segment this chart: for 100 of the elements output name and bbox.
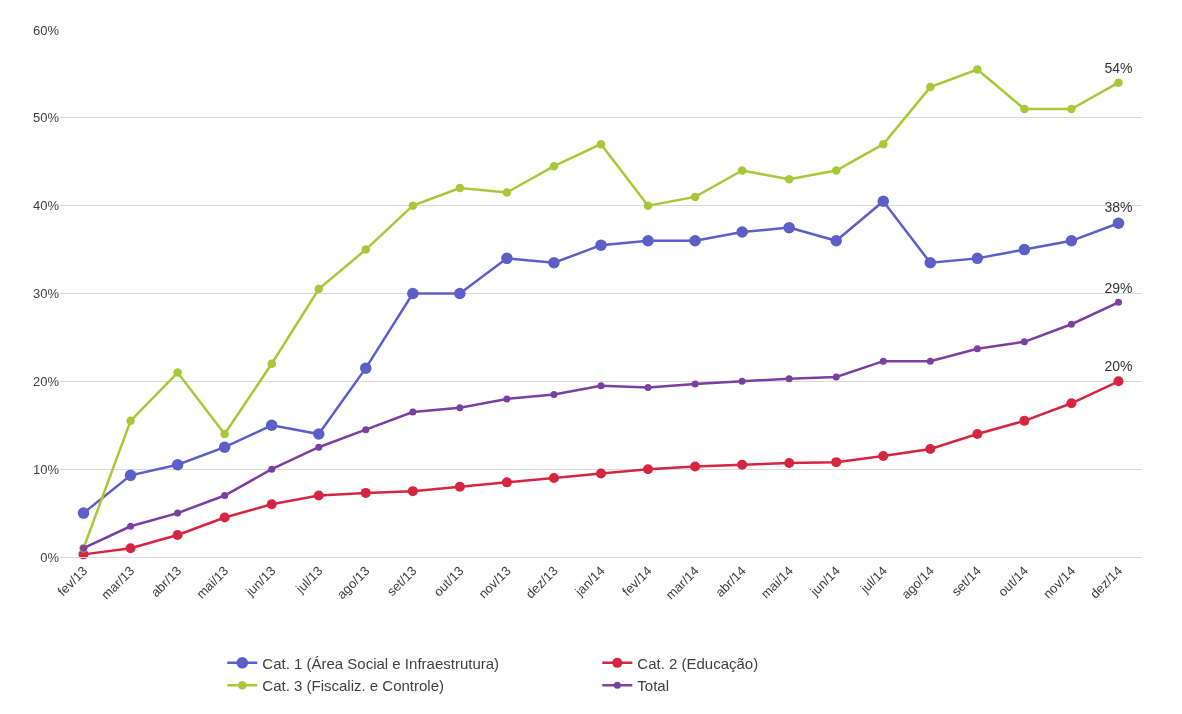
point	[643, 464, 654, 475]
point	[1066, 398, 1077, 409]
point	[783, 221, 795, 234]
point	[595, 239, 607, 251]
point	[172, 530, 183, 541]
point	[313, 428, 325, 440]
point	[1112, 217, 1125, 229]
point	[691, 380, 699, 388]
point	[831, 166, 841, 175]
point	[501, 477, 512, 488]
point	[454, 481, 465, 492]
point	[266, 499, 277, 510]
point	[314, 284, 323, 294]
point	[926, 82, 935, 92]
point	[127, 522, 135, 530]
point	[784, 175, 794, 184]
point	[971, 252, 984, 265]
point	[738, 377, 746, 385]
point	[1020, 338, 1028, 346]
point	[879, 357, 887, 365]
point	[125, 543, 136, 554]
point	[124, 469, 137, 482]
point	[877, 195, 890, 208]
point	[879, 139, 888, 149]
point	[1113, 376, 1124, 387]
y-tick-label: 60%	[32, 22, 60, 38]
point	[502, 188, 512, 197]
y-tick-label: 10%	[32, 461, 60, 477]
point	[454, 287, 466, 300]
point	[1019, 415, 1030, 426]
point	[174, 509, 182, 517]
point	[832, 373, 840, 381]
point	[642, 235, 654, 247]
point	[77, 507, 90, 519]
point	[268, 465, 276, 473]
point	[644, 383, 652, 391]
legend-label: Cat. 1 (Área Social e Infraestrutura)	[262, 654, 500, 672]
point	[596, 468, 606, 479]
y-tick-label: 50%	[32, 110, 60, 126]
point	[360, 362, 372, 374]
point	[690, 192, 700, 202]
point	[736, 226, 748, 238]
point	[972, 429, 983, 440]
point	[690, 461, 701, 472]
point	[455, 183, 465, 193]
point	[926, 357, 934, 365]
point	[924, 257, 937, 269]
point	[409, 408, 417, 416]
point	[267, 359, 276, 369]
point	[362, 426, 370, 434]
point	[173, 368, 182, 377]
point	[785, 375, 793, 383]
point	[315, 443, 323, 451]
point	[830, 235, 842, 247]
point	[407, 486, 418, 497]
point	[973, 65, 982, 74]
point	[220, 429, 229, 439]
point	[643, 201, 653, 210]
point	[689, 235, 701, 247]
point	[361, 245, 371, 254]
point	[1067, 320, 1075, 328]
point	[597, 382, 605, 390]
y-tick-label: 0%	[40, 549, 60, 565]
point	[549, 161, 559, 171]
legend-label: Total	[637, 677, 669, 695]
point	[548, 472, 559, 483]
point	[784, 458, 795, 469]
point	[737, 166, 747, 175]
point	[1114, 78, 1123, 87]
point	[925, 443, 936, 454]
data-label: 29%	[1104, 280, 1133, 297]
point	[171, 459, 184, 471]
point	[1020, 104, 1029, 114]
point	[218, 441, 231, 453]
y-tick-label: 40%	[32, 198, 60, 214]
point	[550, 391, 558, 399]
point	[973, 345, 981, 353]
point	[456, 404, 464, 412]
y-tick-label: 30%	[32, 286, 60, 302]
point	[407, 287, 419, 300]
point	[265, 419, 278, 431]
point	[1065, 235, 1078, 247]
legend-label: Cat. 2 (Educação)	[637, 654, 759, 672]
point	[126, 416, 135, 426]
point	[408, 201, 418, 210]
point	[503, 395, 511, 403]
point	[596, 139, 606, 149]
point	[831, 457, 842, 468]
point	[1018, 243, 1031, 256]
data-label: 54%	[1104, 59, 1133, 76]
point	[313, 490, 324, 501]
data-label: 20%	[1104, 357, 1133, 374]
point	[878, 450, 889, 461]
point	[219, 512, 230, 523]
y-tick-label: 20%	[32, 373, 60, 389]
point	[221, 492, 229, 500]
legend-label: Cat. 3 (Fiscaliz. e Controle)	[262, 677, 445, 695]
point	[737, 459, 748, 470]
point	[501, 252, 513, 265]
point	[548, 257, 560, 269]
